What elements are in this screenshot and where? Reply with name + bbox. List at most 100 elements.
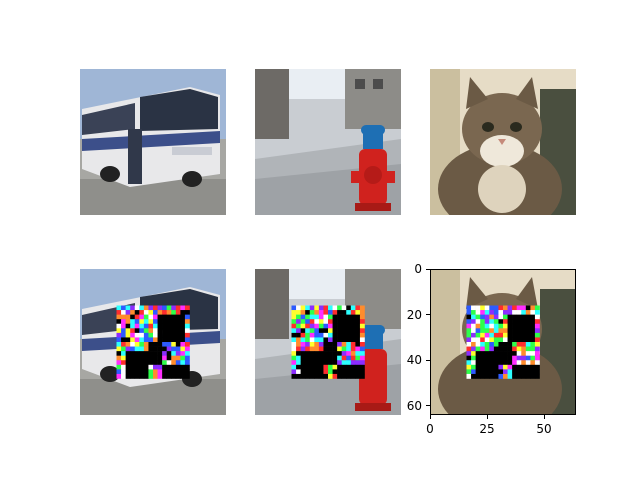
bus-image xyxy=(80,69,226,215)
mask-pixel xyxy=(328,323,333,329)
mask-pixel xyxy=(466,332,472,338)
mask-pixel xyxy=(475,305,481,311)
mask-pixel xyxy=(350,332,356,338)
mask-pixel xyxy=(530,360,536,366)
mask-pixel xyxy=(314,323,320,329)
mask-pixel xyxy=(116,346,122,352)
mask-pixel xyxy=(180,373,186,379)
mask-pixel xyxy=(116,332,122,338)
y-tick-mark xyxy=(426,359,430,361)
mask-pixel xyxy=(332,310,338,315)
mask-pixel xyxy=(153,369,158,375)
mask-pixel xyxy=(305,346,311,352)
mask-pixel xyxy=(153,328,158,334)
mask-pixel xyxy=(314,373,320,379)
mask-pixel xyxy=(521,373,527,379)
mask-pixel xyxy=(480,310,486,315)
mask-pixel xyxy=(525,310,531,315)
mask-pixel xyxy=(525,305,531,311)
mask-pixel xyxy=(489,373,495,379)
mask-pixel xyxy=(359,323,365,329)
mask-pixel xyxy=(116,305,122,311)
mask-pixel xyxy=(332,373,338,379)
mask-pixel xyxy=(525,369,531,375)
mask-pixel xyxy=(359,369,365,375)
mask-pixel xyxy=(153,364,158,370)
mask-pixel xyxy=(337,355,342,361)
mask-pixel xyxy=(300,369,306,375)
mask-pixel xyxy=(143,305,149,311)
mask-pixel xyxy=(355,314,361,320)
mask-pixel xyxy=(493,355,499,361)
mask-pixel xyxy=(516,328,522,334)
mask-pixel xyxy=(480,364,486,370)
mask-pixel xyxy=(318,351,324,356)
mask-pixel xyxy=(300,323,306,329)
mask-pixel xyxy=(305,332,311,338)
mask-pixel xyxy=(512,342,517,347)
mask-pixel xyxy=(359,364,365,370)
mask-pixel xyxy=(341,360,347,366)
mask-pixel xyxy=(341,364,347,370)
mask-pixel xyxy=(480,337,486,343)
mask-pixel xyxy=(475,360,481,366)
mask-pixel xyxy=(512,369,517,375)
mask-pixel xyxy=(134,337,140,343)
mask-pixel xyxy=(516,305,522,311)
mask-pixel xyxy=(148,337,154,343)
mask-pixel xyxy=(134,346,140,352)
mask-pixel xyxy=(184,323,190,329)
mask-pixel xyxy=(341,351,347,356)
mask-pixel xyxy=(291,351,297,356)
mask-pixel xyxy=(355,310,361,315)
mask-pixel xyxy=(318,332,324,338)
mask-pixel xyxy=(512,319,517,325)
mask-pixel xyxy=(314,364,320,370)
mask-pixel xyxy=(139,369,145,375)
mask-pixel xyxy=(175,337,181,343)
mask-pixel xyxy=(534,310,540,315)
mask-pixel xyxy=(318,319,324,325)
mask-pixel xyxy=(153,305,158,311)
mask-pixel xyxy=(184,364,190,370)
mask-pixel xyxy=(175,342,181,347)
mask-pixel xyxy=(157,373,163,379)
mask-pixel xyxy=(153,360,158,366)
mask-pixel xyxy=(184,342,190,347)
mask-pixel xyxy=(309,310,315,315)
mask-pixel xyxy=(162,319,167,325)
mask-pixel xyxy=(130,355,136,361)
mask-pixel xyxy=(184,310,190,315)
mask-pixel xyxy=(498,319,504,325)
mask-pixel xyxy=(525,351,531,356)
mask-pixel xyxy=(328,332,333,338)
mask-pixel xyxy=(166,360,172,366)
mask-pixel xyxy=(309,314,315,320)
mask-pixel xyxy=(130,314,136,320)
mask-pixel xyxy=(512,364,517,370)
mask-pixel xyxy=(516,310,522,315)
mask-pixel xyxy=(359,373,365,379)
mask-pixel xyxy=(498,310,504,315)
mask-pixel xyxy=(130,351,136,356)
mask-pixel xyxy=(355,364,361,370)
y-tick-label: 40 xyxy=(406,353,422,368)
mask-pixel xyxy=(516,342,522,347)
mask-pixel xyxy=(148,328,154,334)
mask-pixel xyxy=(493,332,499,338)
mask-pixel xyxy=(503,360,508,366)
mask-pixel xyxy=(355,328,361,334)
mask-pixel xyxy=(471,323,476,329)
mask-pixel xyxy=(180,305,186,311)
mask-pixel xyxy=(512,346,517,352)
mask-pixel xyxy=(153,346,158,352)
mask-pixel xyxy=(166,346,172,352)
mask-pixel xyxy=(139,332,145,338)
mask-pixel xyxy=(503,328,508,334)
y-tick-label: 60 xyxy=(406,398,422,413)
mask-pixel xyxy=(534,351,540,356)
mask-pixel xyxy=(516,369,522,375)
mask-pixel xyxy=(148,332,154,338)
mask-pixel xyxy=(493,360,499,366)
mask-pixel xyxy=(359,332,365,338)
